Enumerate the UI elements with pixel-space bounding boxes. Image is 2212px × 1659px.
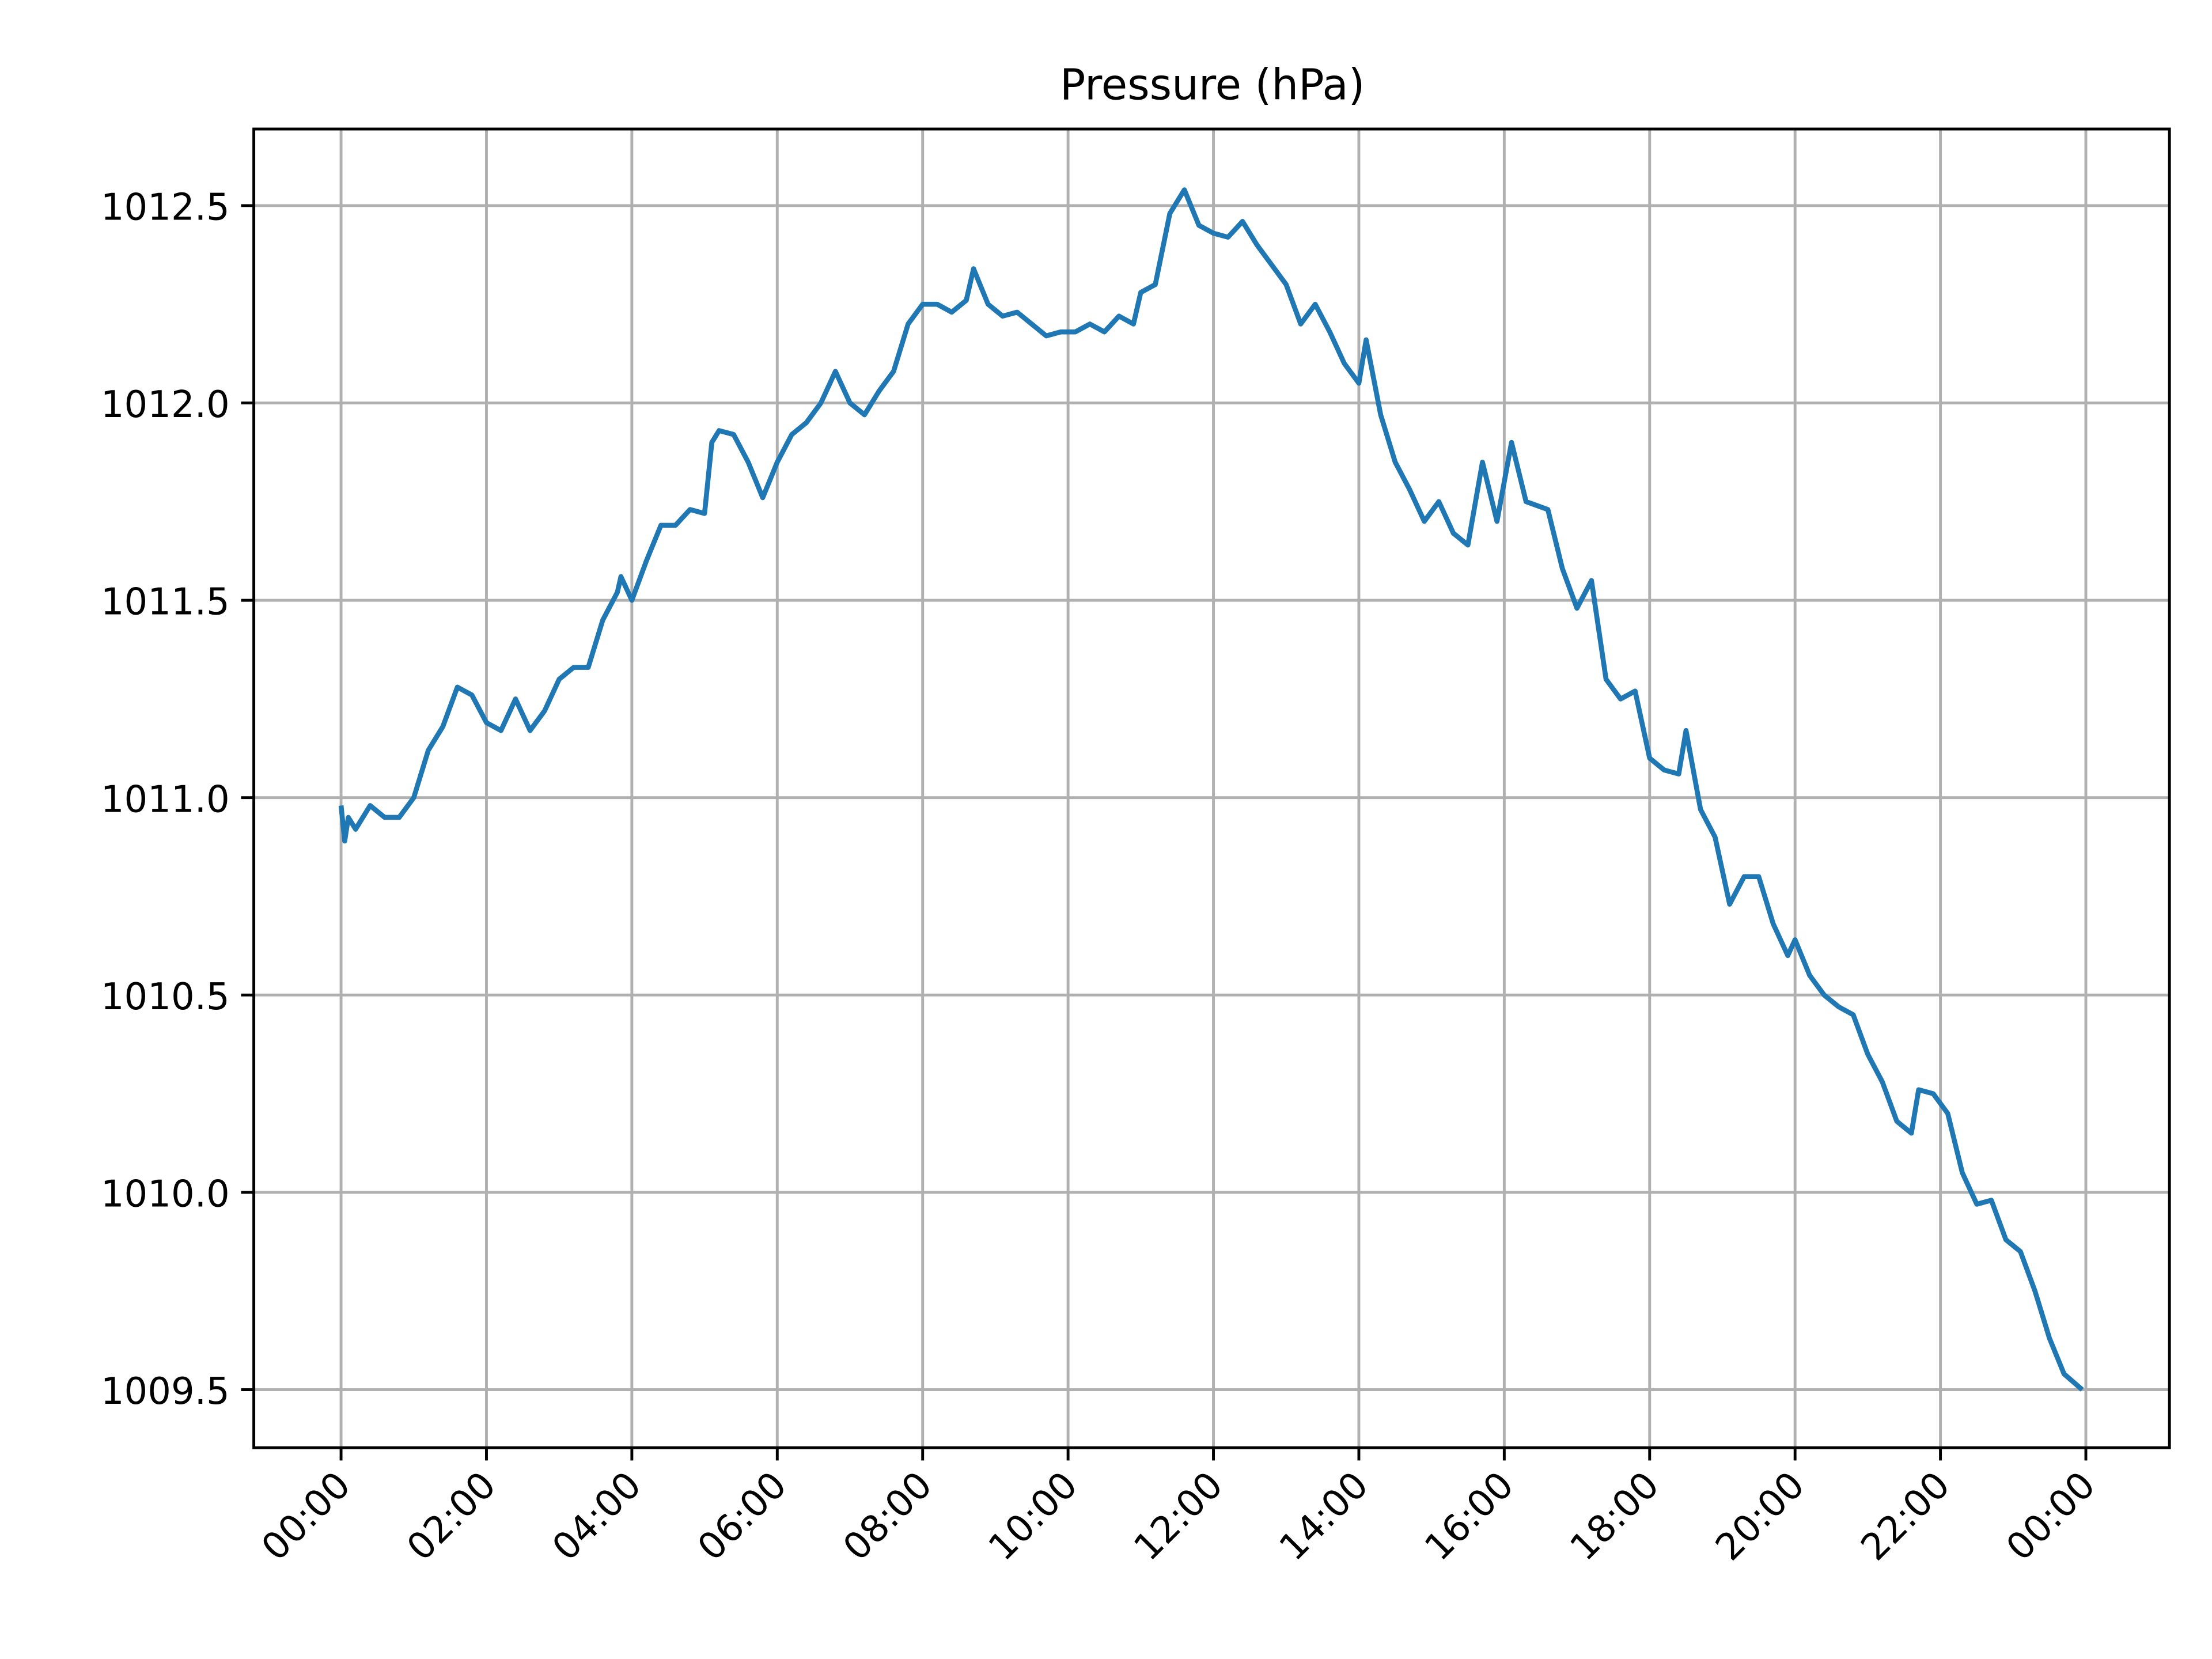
plot-frame (252, 127, 2171, 1449)
y-tick-label: 1010.5 (101, 976, 230, 1018)
y-tick-label: 1011.5 (101, 581, 230, 624)
y-tick-label: 1012.5 (101, 187, 230, 229)
y-tick-label: 1011.0 (101, 778, 230, 821)
y-tick-label: 1010.0 (101, 1173, 230, 1216)
y-tick-label: 1009.5 (101, 1370, 230, 1413)
chart-title: Pressure (hPa) (1060, 60, 1365, 109)
y-tick-label: 1012.0 (101, 384, 230, 426)
data-line (338, 187, 2084, 1392)
